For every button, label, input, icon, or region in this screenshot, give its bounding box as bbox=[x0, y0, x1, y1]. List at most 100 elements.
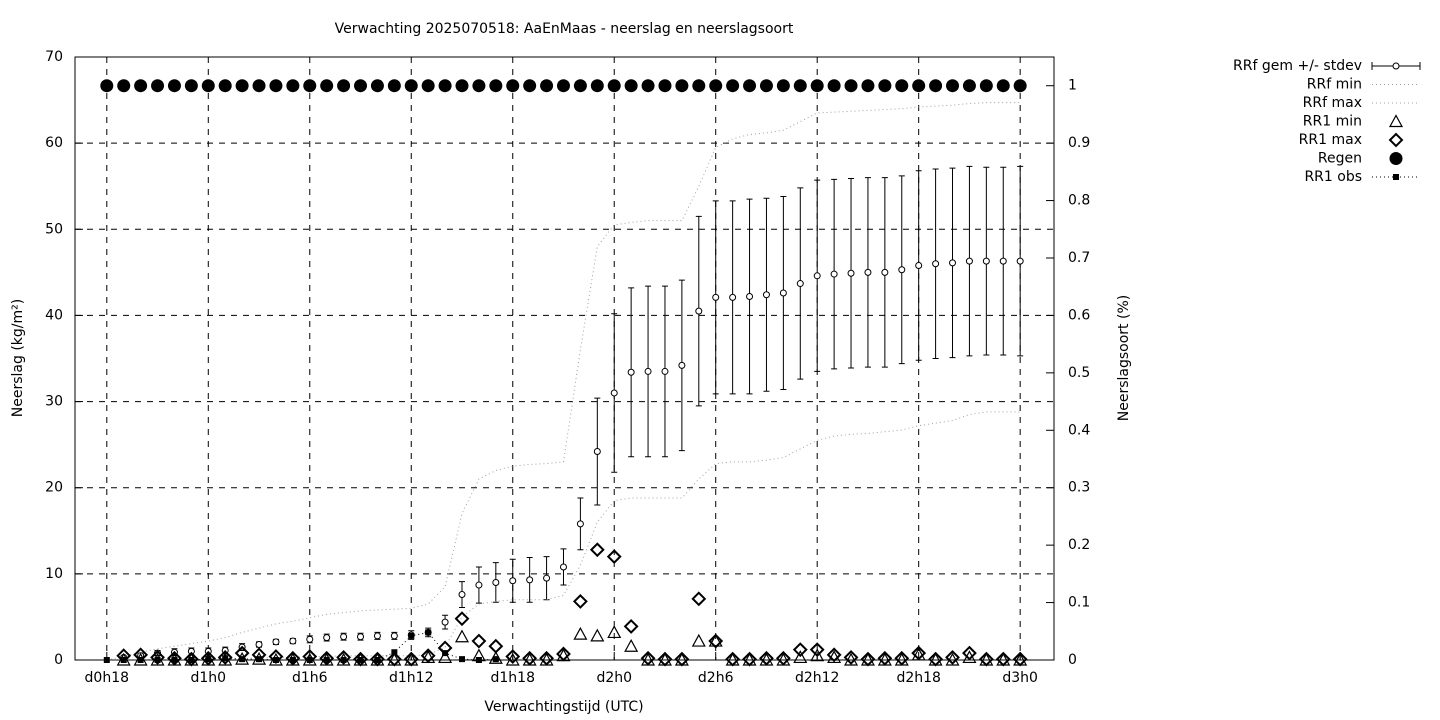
legend-label: RR1 min bbox=[1303, 114, 1362, 130]
point bbox=[827, 79, 841, 93]
y-tick-label: 0 bbox=[54, 652, 63, 668]
x-tick-label: d1h12 bbox=[389, 670, 433, 686]
point bbox=[540, 79, 554, 93]
y-tick-label: 50 bbox=[45, 221, 63, 237]
point bbox=[709, 79, 723, 93]
point bbox=[894, 650, 910, 666]
point bbox=[442, 650, 449, 657]
point bbox=[455, 79, 469, 93]
point bbox=[357, 657, 364, 663]
x-tick-label: d2h12 bbox=[795, 670, 839, 686]
point bbox=[627, 368, 635, 376]
point bbox=[813, 272, 821, 280]
point bbox=[354, 79, 368, 93]
point bbox=[539, 650, 554, 666]
point bbox=[928, 651, 944, 667]
y-axis-label: Neerslag (kg/m²) bbox=[10, 299, 26, 417]
legend-label: RR1 max bbox=[1299, 132, 1362, 148]
point bbox=[793, 79, 807, 93]
x-tick-label: d1h18 bbox=[491, 670, 535, 686]
x-tick-label: d3h0 bbox=[1002, 670, 1038, 686]
series-line bbox=[106, 631, 496, 661]
point bbox=[1013, 79, 1027, 93]
point bbox=[779, 289, 787, 297]
point bbox=[623, 618, 639, 634]
point bbox=[134, 79, 148, 93]
point bbox=[742, 651, 757, 667]
y2-tick-label: 0.6 bbox=[1068, 307, 1090, 323]
point bbox=[289, 657, 296, 663]
point bbox=[675, 79, 689, 93]
point bbox=[306, 635, 314, 643]
legend-marker bbox=[1388, 132, 1404, 148]
y2-tick-label: 0.9 bbox=[1068, 135, 1090, 151]
point bbox=[438, 650, 453, 664]
point bbox=[996, 79, 1010, 93]
point bbox=[929, 79, 943, 93]
point bbox=[390, 632, 398, 640]
y2-tick-label: 0.7 bbox=[1068, 250, 1090, 266]
point bbox=[167, 79, 181, 93]
legend-marker bbox=[1393, 174, 1399, 180]
point bbox=[640, 650, 656, 666]
point bbox=[272, 638, 280, 646]
point bbox=[708, 633, 724, 649]
y-tick-label: 60 bbox=[45, 135, 63, 151]
point bbox=[962, 79, 976, 93]
point bbox=[792, 642, 808, 658]
legend-marker bbox=[1388, 114, 1404, 128]
point bbox=[217, 650, 233, 665]
point bbox=[117, 79, 131, 93]
x-tick-label: d2h6 bbox=[698, 670, 734, 686]
point bbox=[286, 79, 300, 93]
point bbox=[458, 656, 465, 663]
point bbox=[573, 79, 587, 93]
x-tick-label: d2h0 bbox=[596, 670, 632, 686]
point bbox=[523, 79, 537, 93]
point bbox=[644, 367, 652, 375]
point bbox=[183, 651, 199, 667]
point bbox=[692, 79, 706, 93]
y2-tick-label: 0.5 bbox=[1068, 365, 1090, 381]
point bbox=[911, 645, 927, 661]
point bbox=[657, 651, 673, 667]
x-tick-label: d0h18 bbox=[85, 670, 129, 686]
point bbox=[1016, 257, 1024, 265]
point bbox=[357, 633, 365, 641]
point bbox=[762, 291, 770, 299]
point bbox=[269, 79, 283, 93]
point bbox=[272, 657, 279, 663]
point bbox=[421, 79, 435, 93]
point bbox=[150, 650, 165, 665]
point bbox=[438, 79, 452, 93]
point bbox=[285, 650, 301, 666]
legend-label: Regen bbox=[1318, 151, 1362, 167]
point bbox=[712, 293, 720, 301]
point bbox=[184, 79, 198, 93]
point bbox=[860, 651, 876, 667]
y2-axis-label: Neerslagsoort (%) bbox=[1116, 295, 1132, 421]
point bbox=[391, 649, 398, 656]
point bbox=[336, 650, 352, 665]
point bbox=[658, 79, 672, 93]
point bbox=[556, 79, 570, 93]
point bbox=[556, 646, 571, 662]
point bbox=[471, 633, 487, 649]
point bbox=[843, 650, 859, 665]
point bbox=[915, 261, 923, 269]
point bbox=[898, 266, 906, 274]
legend-label: RR1 obs bbox=[1304, 169, 1362, 185]
y2-tick-label: 0.3 bbox=[1068, 480, 1090, 496]
point bbox=[610, 389, 618, 397]
legend-marker bbox=[1389, 152, 1403, 165]
y-tick-label: 70 bbox=[45, 49, 63, 65]
y2-tick-label: 0.1 bbox=[1068, 595, 1090, 611]
legend-label: RRf min bbox=[1307, 77, 1362, 93]
point bbox=[895, 79, 909, 93]
point bbox=[408, 632, 415, 639]
point bbox=[691, 633, 706, 647]
point bbox=[982, 257, 990, 265]
point bbox=[589, 542, 605, 558]
point bbox=[201, 79, 215, 93]
